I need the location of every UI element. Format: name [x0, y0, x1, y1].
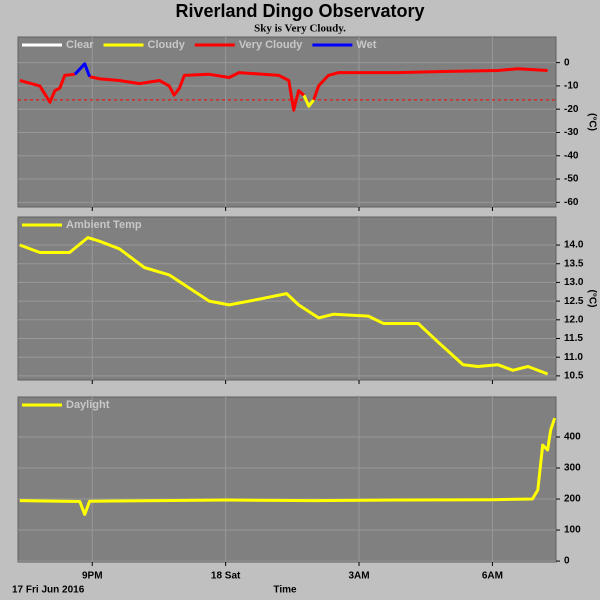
series-line [302, 94, 315, 108]
y-axis-label: (°C) [586, 290, 597, 308]
y-tick-label: 10.5 [564, 371, 584, 382]
x-tick-label: 3AM [348, 571, 369, 582]
y-tick-label: -60 [564, 197, 579, 208]
y-tick-label: -40 [564, 150, 579, 161]
series-line [19, 417, 557, 516]
legend-label: Cloudy [148, 39, 186, 51]
y-tick-label: 0 [564, 57, 570, 68]
legend-label: Very Cloudy [239, 39, 303, 51]
series-line [73, 62, 92, 78]
y-tick-label: 14.0 [564, 240, 584, 251]
series-line [312, 67, 548, 101]
y-tick-label: 400 [564, 432, 581, 443]
y-tick-label: 12.5 [564, 296, 584, 307]
y-axis-label: (°C) [586, 113, 597, 131]
date-label: 17 Fri Jun 2016 [12, 585, 85, 596]
x-tick-label: 6AM [482, 571, 503, 582]
legend-label: Ambient Temp [66, 219, 142, 231]
legend-label: Daylight [66, 399, 110, 411]
series-line [19, 72, 76, 104]
x-tick-label: 18 Sat [211, 571, 241, 582]
chart-subtitle: Sky is Very Cloudy. [254, 23, 346, 35]
y-tick-label: -50 [564, 174, 579, 185]
legend-label: Clear [66, 39, 94, 51]
y-tick-label: 200 [564, 494, 581, 505]
y-tick-label: 11.5 [564, 333, 583, 344]
y-tick-label: 0 [564, 556, 570, 567]
chart-title: Riverland Dingo Observatory [175, 1, 424, 21]
y-tick-label: 11.0 [564, 352, 583, 363]
y-tick-label: 12.0 [564, 314, 584, 325]
series-line [89, 71, 305, 112]
y-tick-label: 13.5 [564, 258, 584, 269]
plot-area [17, 396, 557, 563]
legend-label: Wet [356, 39, 376, 51]
series-line [19, 236, 549, 376]
x-tick-label: 9PM [82, 571, 103, 582]
y-tick-label: -30 [564, 127, 579, 138]
y-tick-label: 300 [564, 463, 581, 474]
y-tick-label: -20 [564, 104, 579, 115]
y-tick-label: 100 [564, 525, 581, 536]
y-tick-label: 13.0 [564, 277, 584, 288]
x-axis-label: Time [273, 585, 297, 596]
y-tick-label: -10 [564, 81, 579, 92]
